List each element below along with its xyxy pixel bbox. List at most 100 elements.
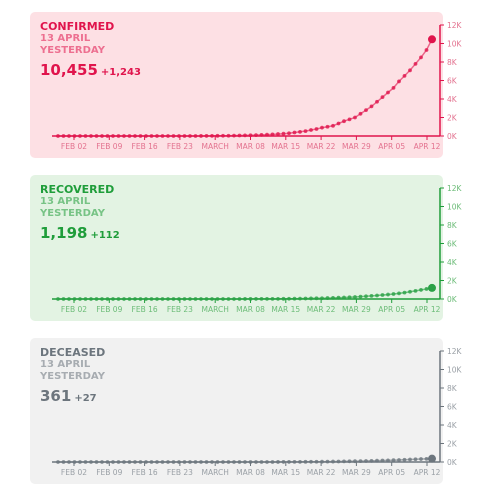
data-point — [314, 296, 319, 301]
data-point — [204, 460, 209, 464]
data-point — [413, 288, 418, 293]
data-point — [199, 134, 203, 138]
data-point — [127, 460, 132, 464]
latest-point[interactable] — [428, 35, 436, 44]
data-point — [380, 293, 385, 297]
data-point — [397, 79, 401, 84]
data-point — [386, 458, 390, 463]
y-tick-label: 8K — [447, 384, 458, 393]
data-point — [408, 457, 412, 462]
panel-title: CONFIRMED — [40, 20, 115, 33]
data-point — [72, 297, 77, 301]
data-point — [254, 460, 258, 464]
data-point — [320, 459, 324, 464]
data-point — [160, 134, 165, 138]
data-point — [111, 297, 115, 301]
data-point — [232, 297, 236, 301]
data-point — [72, 134, 77, 138]
data-point — [243, 460, 247, 464]
data-point — [199, 297, 203, 301]
data-point — [408, 68, 412, 73]
data-point — [391, 292, 396, 296]
data-point — [226, 133, 231, 138]
data-point — [105, 134, 110, 138]
data-point — [298, 129, 302, 134]
data-point — [248, 460, 253, 464]
x-tick-label: FEB 02 — [61, 142, 87, 151]
data-point — [100, 134, 104, 138]
data-point — [281, 131, 286, 136]
latest-point[interactable] — [428, 454, 436, 463]
data-point — [298, 459, 302, 464]
data-point — [281, 296, 286, 301]
data-point — [298, 296, 302, 301]
data-point — [331, 459, 335, 464]
data-point — [276, 460, 280, 464]
y-tick-label: 6K — [447, 77, 458, 86]
data-point — [336, 459, 341, 464]
data-point — [155, 134, 159, 138]
data-point — [364, 108, 368, 112]
data-point — [193, 297, 198, 301]
data-point — [100, 297, 104, 301]
x-tick-label: FEB 09 — [96, 305, 122, 314]
data-point — [336, 121, 341, 126]
data-point — [89, 460, 93, 464]
data-point — [347, 117, 352, 122]
data-point — [78, 297, 82, 301]
data-point — [56, 297, 60, 301]
data-point — [61, 297, 66, 301]
data-point — [111, 134, 115, 138]
x-tick-label: MAR 08 — [236, 142, 265, 151]
data-point — [226, 460, 231, 464]
data-point — [309, 128, 313, 132]
data-point — [342, 459, 346, 464]
date-label: 13 APRIL — [40, 33, 91, 44]
data-point — [127, 297, 132, 301]
data-point — [287, 460, 291, 464]
data-point — [358, 111, 363, 116]
when-label: YESTERDAY — [40, 208, 105, 219]
y-tick-label: 8K — [447, 221, 458, 230]
data-point — [166, 134, 170, 138]
x-tick-label: FEB 16 — [132, 468, 158, 477]
data-point — [259, 297, 264, 301]
data-point — [248, 133, 253, 138]
y-tick-label: 2K — [447, 114, 458, 123]
data-point — [67, 460, 71, 464]
data-point — [270, 132, 275, 137]
data-point — [309, 459, 313, 464]
x-tick-label: FEB 23 — [167, 142, 193, 151]
data-point — [160, 297, 165, 301]
data-point — [402, 73, 407, 78]
data-point — [270, 460, 275, 464]
data-point — [413, 457, 418, 462]
y-tick-label: 10K — [447, 203, 463, 212]
data-point — [89, 134, 93, 138]
data-point — [292, 459, 297, 464]
y-tick-label: 8K — [447, 58, 458, 67]
x-tick-label: APR 05 — [378, 305, 405, 314]
y-tick-label: 0K — [447, 295, 458, 304]
data-point — [78, 134, 82, 138]
count-value: 361 — [40, 387, 72, 405]
latest-point[interactable] — [428, 283, 436, 292]
data-point — [215, 297, 220, 301]
data-point — [331, 295, 335, 300]
data-point — [177, 134, 181, 138]
delta-value: +27 — [74, 393, 97, 404]
x-tick-label: MARCH — [202, 305, 229, 314]
data-point — [358, 459, 363, 463]
data-point — [133, 460, 137, 464]
data-point — [83, 460, 88, 464]
data-point — [364, 459, 368, 463]
data-point — [171, 134, 176, 138]
data-point — [397, 291, 401, 296]
data-point — [276, 296, 280, 301]
data-point — [144, 134, 148, 138]
data-point — [276, 132, 280, 136]
data-point — [215, 133, 220, 138]
data-point — [199, 460, 203, 464]
x-tick-label: APR 05 — [378, 142, 405, 151]
data-point — [303, 129, 308, 133]
